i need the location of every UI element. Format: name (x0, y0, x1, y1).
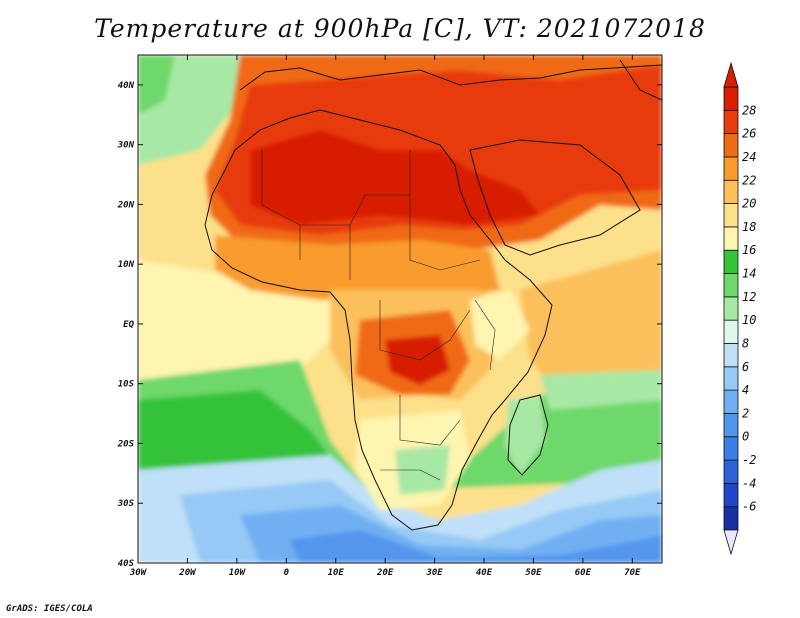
colorbar-swatch (723, 156, 739, 181)
y-tick-label: 10S (118, 380, 135, 390)
north-atlantic-cooler-zone (138, 55, 175, 115)
colorbar-swatch (723, 413, 739, 438)
colorbar-swatch (723, 482, 739, 508)
sahara-core-zone (250, 130, 540, 225)
colorbar-swatch (723, 226, 739, 251)
country-borders (261, 150, 496, 481)
y-tick-label: 40S (118, 559, 135, 569)
colorbar-label: -2 (742, 453, 756, 467)
colorbar-label: 28 (742, 103, 756, 117)
colorbar-swatch (723, 343, 739, 368)
colorbar-label: 14 (742, 267, 756, 281)
y-tick-label: 10N (118, 260, 135, 270)
colorbar-swatch (723, 366, 739, 391)
indian-ocean-north-zone (520, 250, 662, 395)
madagascar-coastline (507, 394, 549, 476)
coastlines (204, 59, 662, 531)
y-tick-label: 20N (117, 200, 135, 210)
colorbar-bottom-arrow (723, 529, 739, 556)
x-tick-label: 10W (229, 568, 247, 578)
southern-ocean-coldest-zone (290, 530, 662, 563)
colorbar-label: 12 (742, 290, 756, 304)
x-tick-label: 20E (376, 568, 394, 578)
colorbar-swatch (723, 249, 739, 274)
europe-coastline (239, 64, 662, 91)
madagascar-zone (505, 395, 545, 475)
plot-frame (137, 54, 663, 564)
colorbar-swatch (723, 179, 739, 204)
highveld-cool-zone (395, 445, 450, 495)
colorbar-label: 8 (742, 336, 749, 350)
south-atlantic-deeper-green-zone (138, 390, 340, 470)
colorbar-label: 16 (742, 243, 756, 257)
colorbar-swatch (723, 506, 739, 531)
congo-core-zone (385, 335, 450, 385)
y-tick-label: 30S (117, 499, 135, 509)
credit-text: GrADS: IGES/COLA (6, 604, 93, 614)
y-tick-label: EQ (123, 320, 134, 330)
colorbar-label: 10 (742, 313, 756, 327)
colorbar-swatch (723, 203, 739, 228)
colorbar-swatch (723, 436, 739, 461)
colorbar-label: 26 (742, 127, 756, 141)
temperature-field (138, 55, 662, 563)
x-tick-label: 30W (129, 568, 148, 578)
colorbar-label: 20 (742, 197, 756, 211)
colorbar-label: 2 (742, 406, 749, 420)
x-tick-label: 0 (284, 568, 290, 578)
indian-ocean-south-zone (540, 370, 662, 410)
colorbar-label: 18 (742, 220, 756, 234)
africa-coastline (204, 109, 553, 531)
colorbar-label: 4 (742, 383, 749, 397)
x-tick-label: 70E (624, 568, 641, 578)
colorbar-swatch (723, 296, 739, 321)
x-tick-label: 60E (575, 568, 592, 578)
x-axis: 30W 20W 10W 0 10E 20E 30E 40E 50E 60E 70E (129, 55, 641, 578)
colorbar-swatch (723, 86, 739, 111)
y-tick-label: 20S (117, 439, 135, 449)
y-tick-label: 30N (117, 141, 135, 151)
colorbar-swatch (723, 109, 739, 135)
sahel-zone (215, 235, 500, 300)
x-tick-label: 40E (476, 568, 493, 578)
y-axis: 40S 30S 20S 10S EQ 10N 20N 30N 40N (117, 81, 662, 569)
east-africa-highlands-zone (470, 290, 530, 360)
y-tick-label: 40N (118, 81, 135, 91)
colorbar-label: -6 (742, 500, 756, 514)
arabia-coastline (469, 139, 641, 256)
x-tick-label: 50E (525, 568, 542, 578)
colorbar-label: 6 (742, 360, 749, 374)
colorbar-swatch (723, 133, 739, 158)
central-asia-border (619, 59, 662, 101)
x-tick-label: 20W (178, 568, 197, 578)
colorbar-label: 0 (742, 430, 749, 444)
map-title: Temperature at 900hPa [C], VT: 202107201… (94, 14, 706, 43)
colorbar-label: 24 (742, 150, 756, 164)
x-tick-label: 10E (328, 568, 345, 578)
colorbar-top-arrow (723, 61, 739, 88)
colorbar-swatch (723, 319, 739, 344)
colorbar-label: 22 (742, 173, 756, 187)
colorbar-swatch (723, 389, 739, 414)
colorbar-swatch (723, 459, 739, 484)
colorbar-label: -4 (742, 476, 756, 490)
x-tick-label: 30E (425, 568, 443, 578)
colorbar-swatch (723, 273, 739, 298)
